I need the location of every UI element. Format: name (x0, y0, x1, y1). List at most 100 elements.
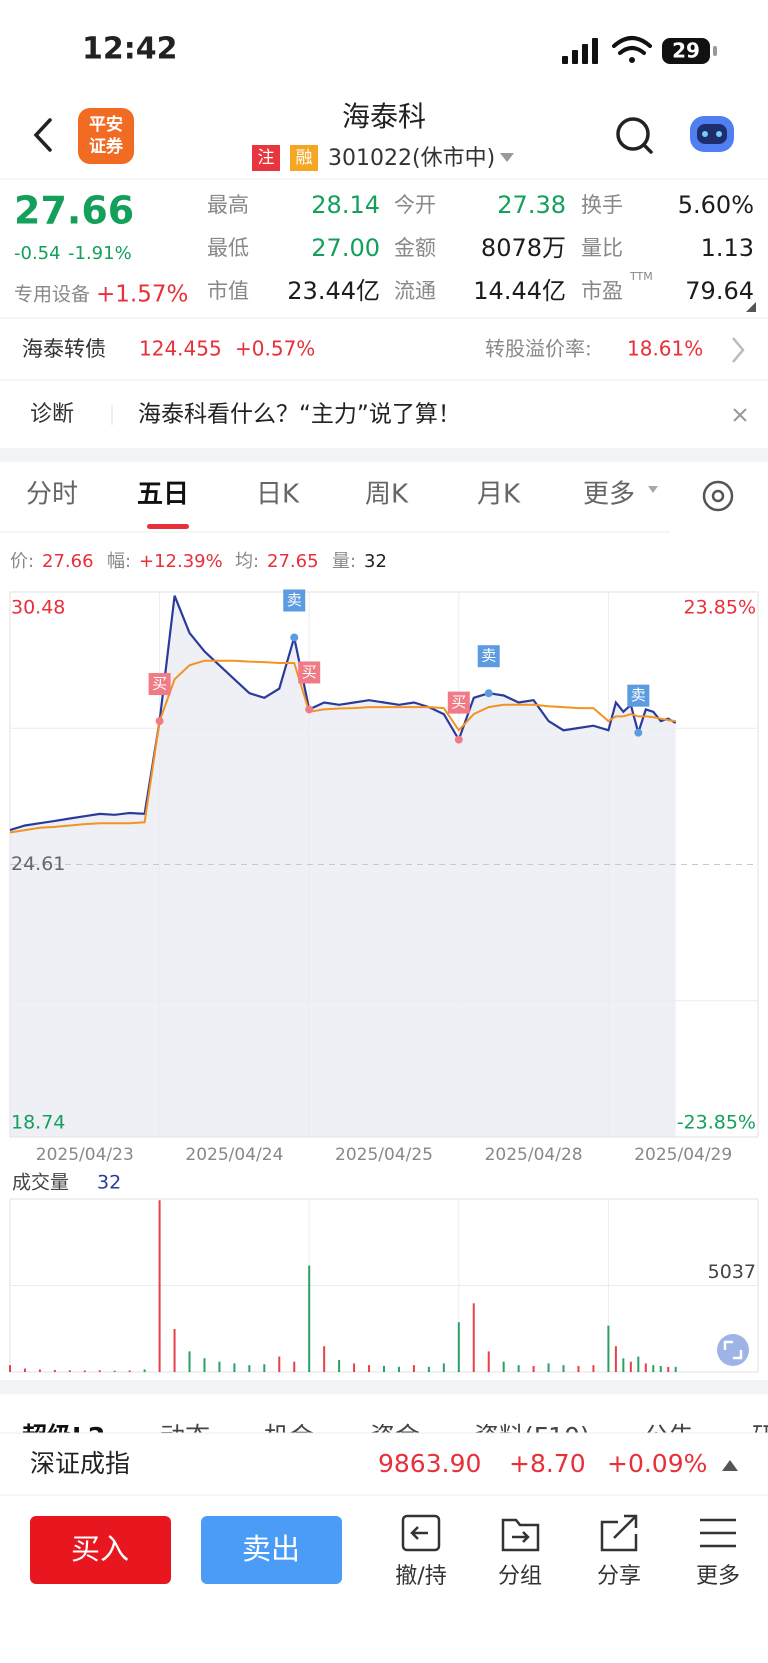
volume-bar (143, 1369, 146, 1372)
undo-icon[interactable] (401, 1514, 441, 1552)
sell-button[interactable] (201, 1516, 342, 1584)
volume-bar (644, 1363, 647, 1372)
volume-bar (547, 1363, 550, 1372)
y-tick-label: 5037 (708, 1261, 756, 1283)
volume-bar (629, 1361, 632, 1372)
volume-bar (412, 1365, 415, 1372)
tab[interactable]: 分时 (26, 480, 78, 510)
volume-bar (83, 1370, 86, 1372)
volume-bar (674, 1366, 677, 1372)
logo-text: 证券 (89, 136, 124, 157)
share-icon[interactable] (600, 1514, 638, 1552)
volume-bar (502, 1361, 505, 1372)
x-tick-label: 2025/04/28 (485, 1145, 583, 1165)
tab[interactable]: 月K (477, 480, 521, 510)
info-value: 27.66 (42, 551, 94, 572)
signal-dot (305, 705, 314, 714)
index-bar[interactable] (0, 1433, 768, 1495)
last-price: 27.66 (14, 189, 134, 233)
field-label: 最高 (207, 193, 249, 217)
assistant-button[interactable] (690, 116, 734, 152)
y-tick-label: 24.61 (11, 853, 65, 875)
signal-box (477, 645, 500, 668)
field-value: 5.60% (678, 191, 754, 219)
tab[interactable]: 日K (256, 480, 300, 510)
volume-bar (338, 1359, 341, 1372)
dropdown-arrow[interactable] (500, 153, 514, 162)
volume-bar (218, 1361, 221, 1372)
volume-bar (68, 1370, 71, 1372)
bond-chevron[interactable] (732, 337, 745, 363)
ttm-note: TTM (629, 270, 653, 283)
tab[interactable]: 五日 (137, 480, 189, 510)
signal-box (627, 684, 650, 707)
sector-change: +1.57% (96, 282, 188, 308)
info-value: +12.39% (139, 551, 223, 572)
field-label: 今开 (394, 193, 436, 217)
volume-current: 32 (97, 1172, 121, 1194)
tool-label[interactable]: 分组 (498, 1564, 542, 1589)
field-label: 市值 (207, 279, 249, 303)
y2-tick-label: -23.85% (677, 1112, 756, 1134)
diagnosis-label: 诊断 (30, 402, 74, 427)
settings-button[interactable] (702, 480, 734, 512)
signal-label: 买 (451, 693, 466, 711)
index-change: +8.70 (509, 1449, 586, 1478)
info-label: 均: (235, 551, 259, 572)
stock-title: 海泰科 (342, 100, 426, 133)
premium-label: 转股溢价率: (485, 337, 592, 361)
tab-indicator (147, 524, 189, 529)
tab[interactable]: 周K (365, 480, 409, 510)
index-arrow[interactable] (722, 1460, 738, 1471)
premium-value: 18.61% (627, 337, 703, 361)
volume-bar (517, 1365, 520, 1372)
volume-bar (233, 1363, 236, 1372)
logo-text: 平安 (89, 114, 123, 135)
bond-name[interactable]: 海泰转债 (22, 337, 106, 361)
signal-box (298, 661, 321, 684)
volume-bar (53, 1369, 56, 1372)
info-value: 32 (364, 551, 387, 572)
volume-bar (652, 1365, 655, 1372)
volume-bar (248, 1365, 251, 1372)
tab[interactable]: 更多 (583, 480, 635, 510)
volume-bar (592, 1365, 595, 1372)
volume-bar (397, 1366, 400, 1372)
field-value: 79.64 (685, 277, 754, 305)
x-tick-label: 2025/04/29 (634, 1145, 732, 1165)
x-tick-label: 2025/04/25 (335, 1145, 433, 1165)
broker-logo[interactable] (78, 108, 134, 164)
close-button[interactable] (733, 408, 747, 422)
volume-bar (368, 1365, 371, 1372)
volume-bar (637, 1356, 640, 1372)
diagnosis-text[interactable]: 海泰科看什么？“主力”说了算！ (138, 402, 461, 428)
expand-button[interactable] (717, 1334, 749, 1366)
volume-bar (427, 1366, 430, 1372)
badge (290, 145, 318, 171)
more-icon[interactable] (700, 1518, 736, 1548)
volume-bar (622, 1358, 625, 1372)
price-line (9, 595, 677, 832)
y2-tick-label: 23.85% (684, 597, 756, 619)
volume-bar (614, 1346, 617, 1372)
search-button[interactable] (616, 117, 653, 154)
status-time: 12:42 (82, 32, 178, 67)
field-label: 流通 (394, 279, 436, 303)
field-label: 金额 (394, 236, 436, 260)
tool-label[interactable]: 撤/持 (395, 1564, 446, 1589)
y-tick-label: 18.74 (11, 1112, 65, 1134)
tool-label[interactable]: 分享 (597, 1564, 641, 1589)
field-value: 27.00 (311, 234, 380, 262)
x-tick-label: 2025/04/23 (36, 1145, 134, 1165)
group-icon[interactable] (501, 1518, 540, 1552)
buy-button[interactable] (30, 1516, 171, 1584)
volume-bar (173, 1329, 176, 1372)
price-change-pct: -1.91% (68, 243, 132, 264)
volume-bar (113, 1370, 116, 1372)
signal-box (148, 673, 171, 696)
tool-label[interactable]: 更多 (696, 1564, 740, 1589)
volume-bar (383, 1365, 385, 1372)
back-button[interactable] (33, 118, 52, 152)
field-label: 量比 (581, 236, 623, 260)
signal-dot (454, 735, 463, 744)
